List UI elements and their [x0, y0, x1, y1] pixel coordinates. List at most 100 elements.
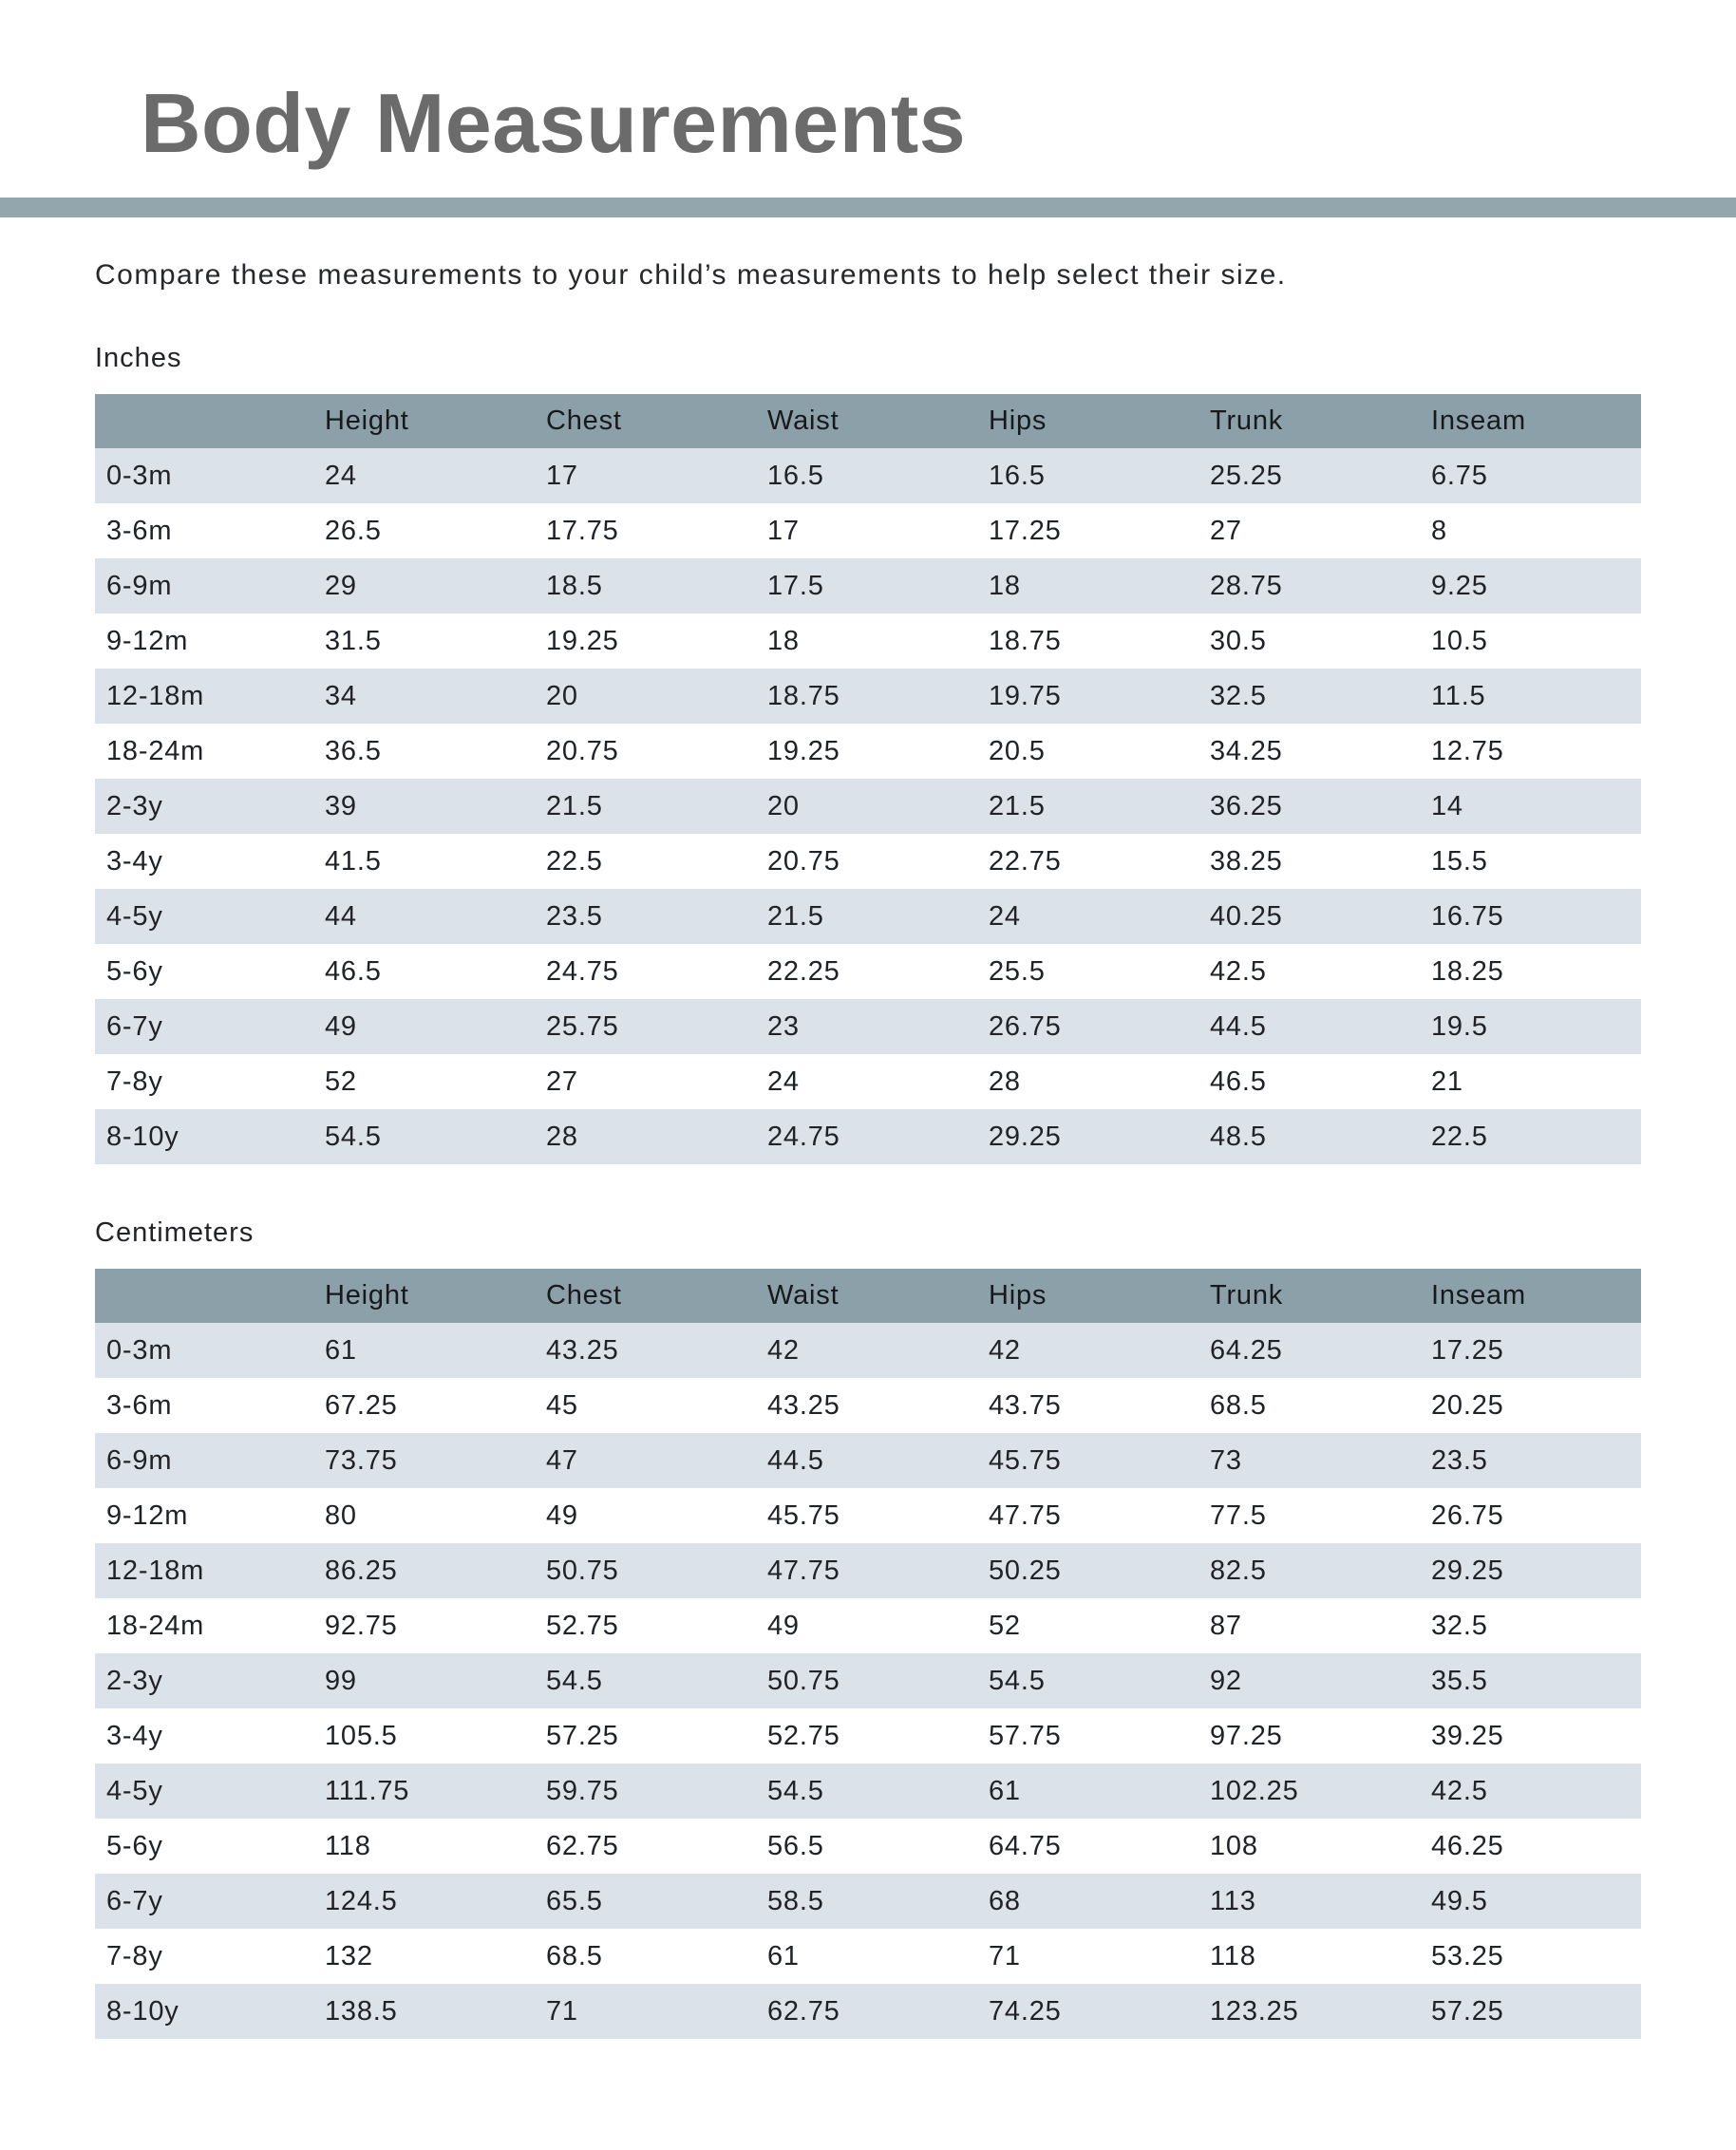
cell-hips: 50.25: [977, 1543, 1198, 1598]
row-label: 4-5y: [95, 889, 313, 944]
cell-height: 24: [313, 448, 535, 503]
row-label: 0-3m: [95, 448, 313, 503]
cell-waist: 24: [756, 1054, 977, 1109]
cell-waist: 23: [756, 999, 977, 1054]
table-row: 8-10y 54.5 28 24.75 29.25 48.5 22.5: [95, 1109, 1641, 1164]
cell-hips: 22.75: [977, 834, 1198, 889]
cell-height: 92.75: [313, 1598, 535, 1653]
cell-waist: 58.5: [756, 1874, 977, 1929]
cell-inseam: 14: [1420, 779, 1641, 834]
cell-inseam: 39.25: [1420, 1708, 1641, 1763]
table-row: 12-18m 34 20 18.75 19.75 32.5 11.5: [95, 669, 1641, 724]
cell-inseam: 21: [1420, 1054, 1641, 1109]
table-row: 3-6m 26.5 17.75 17 17.25 27 8: [95, 503, 1641, 558]
table-row: 2-3y 99 54.5 50.75 54.5 92 35.5: [95, 1653, 1641, 1708]
cell-chest: 19.25: [535, 613, 756, 669]
cell-height: 73.75: [313, 1433, 535, 1488]
inches-section: Inches Height Chest Waist Hips Trunk Inseam 0-…: [0, 343, 1736, 1164]
intro-text: Compare these measurements to your child…: [95, 259, 1287, 291]
cell-inseam: 26.75: [1420, 1488, 1641, 1543]
cell-hips: 45.75: [977, 1433, 1198, 1488]
cell-trunk: 28.75: [1198, 558, 1420, 613]
cell-inseam: 22.5: [1420, 1109, 1641, 1164]
cell-chest: 27: [535, 1054, 756, 1109]
cell-height: 52: [313, 1054, 535, 1109]
cell-waist: 18.75: [756, 669, 977, 724]
header-cell-waist: Waist: [756, 1269, 977, 1323]
cell-waist: 49: [756, 1598, 977, 1653]
row-label: 18-24m: [95, 724, 313, 779]
cell-chest: 62.75: [535, 1819, 756, 1874]
cell-waist: 62.75: [756, 1984, 977, 2039]
cell-waist: 54.5: [756, 1763, 977, 1819]
row-label: 7-8y: [95, 1054, 313, 1109]
cell-trunk: 92: [1198, 1653, 1420, 1708]
cell-height: 29: [313, 558, 535, 613]
cell-height: 44: [313, 889, 535, 944]
cell-inseam: 20.25: [1420, 1378, 1641, 1433]
header-row: Height Chest Waist Hips Trunk Inseam: [95, 1269, 1641, 1323]
table-row: 3-4y 41.5 22.5 20.75 22.75 38.25 15.5: [95, 834, 1641, 889]
table-row: 9-12m 31.5 19.25 18 18.75 30.5 10.5: [95, 613, 1641, 669]
cell-trunk: 102.25: [1198, 1763, 1420, 1819]
header-cell-chest: Chest: [535, 394, 756, 448]
cell-waist: 22.25: [756, 944, 977, 999]
table-row: 9-12m 80 49 45.75 47.75 77.5 26.75: [95, 1488, 1641, 1543]
row-label: 9-12m: [95, 1488, 313, 1543]
inches-table: Height Chest Waist Hips Trunk Inseam 0-3m 24 17 1…: [95, 394, 1641, 1164]
cell-waist: 24.75: [756, 1109, 977, 1164]
cell-waist: 61: [756, 1929, 977, 1984]
cell-hips: 57.75: [977, 1708, 1198, 1763]
row-label: 3-6m: [95, 1378, 313, 1433]
row-label: 6-9m: [95, 1433, 313, 1488]
cell-hips: 71: [977, 1929, 1198, 1984]
cell-trunk: 44.5: [1198, 999, 1420, 1054]
cell-hips: 17.25: [977, 503, 1198, 558]
cell-hips: 26.75: [977, 999, 1198, 1054]
page-title: Body Measurements: [141, 76, 967, 170]
table-row: 5-6y 46.5 24.75 22.25 25.5 42.5 18.25: [95, 944, 1641, 999]
cell-inseam: 10.5: [1420, 613, 1641, 669]
cell-trunk: 118: [1198, 1929, 1420, 1984]
cell-inseam: 6.75: [1420, 448, 1641, 503]
row-label: 3-6m: [95, 503, 313, 558]
cell-trunk: 25.25: [1198, 448, 1420, 503]
cell-inseam: 32.5: [1420, 1598, 1641, 1653]
cell-trunk: 48.5: [1198, 1109, 1420, 1164]
row-label: 3-4y: [95, 834, 313, 889]
unit-label-inches: Inches: [95, 343, 182, 373]
row-label: 2-3y: [95, 779, 313, 834]
cell-height: 39: [313, 779, 535, 834]
cell-trunk: 73: [1198, 1433, 1420, 1488]
cell-waist: 17.5: [756, 558, 977, 613]
table-row: 7-8y 132 68.5 61 71 118 53.25: [95, 1929, 1641, 1984]
row-label: 18-24m: [95, 1598, 313, 1653]
cell-inseam: 23.5: [1420, 1433, 1641, 1488]
cell-hips: 47.75: [977, 1488, 1198, 1543]
cell-hips: 52: [977, 1598, 1198, 1653]
cell-trunk: 68.5: [1198, 1378, 1420, 1433]
cell-trunk: 30.5: [1198, 613, 1420, 669]
cell-inseam: 15.5: [1420, 834, 1641, 889]
header-cell-chest: Chest: [535, 1269, 756, 1323]
cell-chest: 50.75: [535, 1543, 756, 1598]
header-cell-blank: [95, 394, 313, 448]
cell-hips: 68: [977, 1874, 1198, 1929]
row-label: 12-18m: [95, 1543, 313, 1598]
cell-chest: 47: [535, 1433, 756, 1488]
cell-inseam: 11.5: [1420, 669, 1641, 724]
row-label: 9-12m: [95, 613, 313, 669]
cell-chest: 17.75: [535, 503, 756, 558]
cell-chest: 57.25: [535, 1708, 756, 1763]
cell-inseam: 12.75: [1420, 724, 1641, 779]
cell-height: 46.5: [313, 944, 535, 999]
cell-hips: 20.5: [977, 724, 1198, 779]
cell-trunk: 77.5: [1198, 1488, 1420, 1543]
table-row: 2-3y 39 21.5 20 21.5 36.25 14: [95, 779, 1641, 834]
table-row: 4-5y 44 23.5 21.5 24 40.25 16.75: [95, 889, 1641, 944]
cell-inseam: 17.25: [1420, 1323, 1641, 1378]
header-cell-inseam: Inseam: [1420, 394, 1641, 448]
table-row: 18-24m 36.5 20.75 19.25 20.5 34.25 12.75: [95, 724, 1641, 779]
cell-height: 26.5: [313, 503, 535, 558]
row-label: 12-18m: [95, 669, 313, 724]
